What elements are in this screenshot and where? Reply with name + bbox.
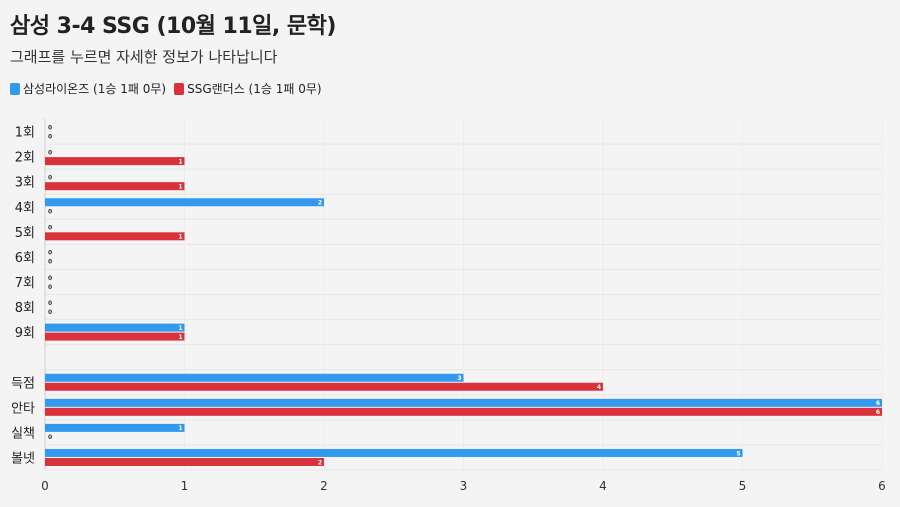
legend-item-ssg[interactable]: SSG랜더스 (1승 1패 0무)	[174, 80, 322, 97]
data-label: 0	[48, 209, 52, 216]
bar-ssg[interactable]	[45, 182, 185, 191]
category-label: 1회	[15, 126, 35, 141]
category-label: 2회	[15, 151, 35, 166]
x-tick-label: 1	[181, 479, 189, 493]
x-tick-label: 0	[41, 479, 49, 493]
x-tick-label: 2	[320, 479, 328, 493]
bar-samsung[interactable]	[45, 398, 882, 407]
data-label: 0	[48, 300, 52, 307]
x-tick-label: 5	[739, 479, 747, 493]
legend-swatch-samsung	[10, 82, 20, 95]
bar-samsung[interactable]	[45, 448, 743, 457]
category-label: 득점	[11, 376, 35, 391]
data-label: 0	[48, 250, 52, 257]
category-label: 8회	[15, 301, 35, 316]
category-label: 실책	[11, 426, 35, 441]
data-label: 1	[178, 334, 182, 341]
bar-samsung[interactable]	[45, 198, 324, 207]
chart-subtitle: 그래프를 누르면 자세한 정보가 나타납니다	[10, 48, 278, 66]
x-tick-label: 3	[460, 479, 468, 493]
category-label: 6회	[15, 251, 35, 266]
category-label: 7회	[15, 276, 35, 291]
data-label: 0	[48, 174, 52, 181]
bar-ssg[interactable]	[45, 157, 185, 166]
data-label: 6	[876, 400, 880, 407]
bar-ssg[interactable]	[45, 407, 882, 416]
legend-label-samsung: 삼성라이온즈 (1승 1패 0무)	[23, 82, 167, 96]
data-label: 1	[178, 183, 182, 190]
legend-swatch-ssg	[174, 82, 185, 95]
x-tick-label: 6	[878, 479, 886, 493]
category-label: 볼넷	[11, 451, 35, 466]
data-label: 6	[876, 409, 880, 416]
data-label: 0	[48, 434, 52, 441]
bar-samsung[interactable]	[45, 423, 185, 432]
data-label: 0	[48, 259, 52, 266]
bar-ssg[interactable]	[45, 332, 185, 341]
data-label: 0	[48, 284, 52, 291]
data-label: 0	[48, 275, 52, 282]
bar-ssg[interactable]	[45, 232, 185, 241]
data-label: 2	[318, 200, 322, 207]
x-tick-label: 4	[599, 479, 607, 493]
legend: 삼성라이온즈 (1승 1패 0무) SSG랜더스 (1승 1패 0무)	[10, 80, 330, 97]
category-label: 안타	[11, 401, 35, 416]
data-label: 5	[736, 450, 740, 457]
category-label: 9회	[15, 326, 35, 341]
bar-ssg[interactable]	[45, 382, 603, 391]
bar-samsung[interactable]	[45, 323, 185, 332]
bar-ssg[interactable]	[45, 457, 324, 466]
category-label: 5회	[15, 226, 35, 241]
data-label: 1	[178, 158, 182, 165]
category-label: 3회	[15, 176, 35, 191]
data-label: 1	[178, 425, 182, 432]
data-label: 3	[457, 375, 461, 382]
data-label: 0	[48, 225, 52, 232]
legend-label-ssg: SSG랜더스 (1승 1패 0무)	[187, 82, 322, 96]
legend-item-samsung[interactable]: 삼성라이온즈 (1승 1패 0무)	[10, 80, 166, 97]
category-label: 4회	[15, 201, 35, 216]
chart-title: 삼성 3-4 SSG (10월 11일, 문학)	[10, 14, 336, 39]
data-label: 0	[48, 149, 52, 156]
data-label: 0	[48, 309, 52, 316]
bar-samsung[interactable]	[45, 373, 464, 382]
data-label: 0	[48, 133, 52, 140]
data-label: 4	[597, 384, 601, 391]
data-label: 1	[178, 234, 182, 241]
data-label: 0	[48, 124, 52, 131]
data-label: 2	[318, 459, 322, 466]
data-label: 1	[178, 325, 182, 332]
